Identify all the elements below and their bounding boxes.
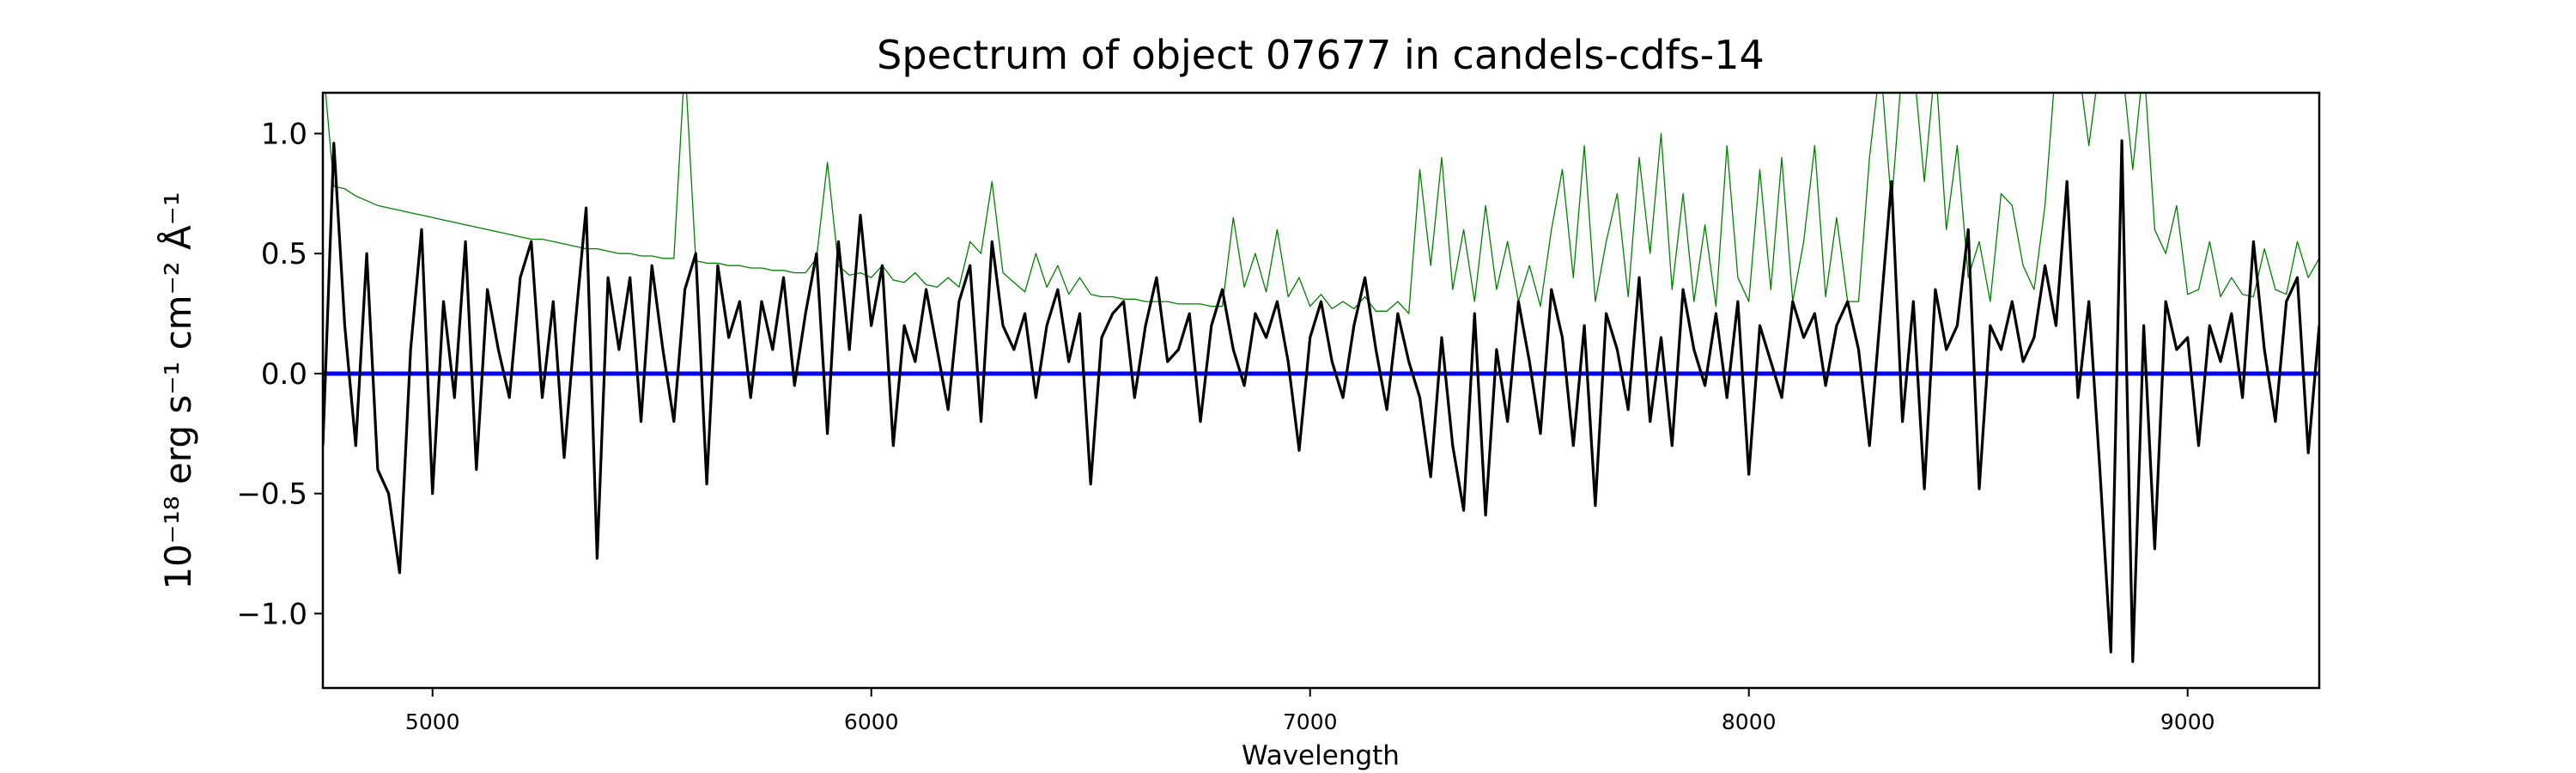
y-axis: −1.0 −0.5 0.0 0.5 1.0 [236,118,323,631]
x-axis: 5000 6000 7000 8000 9000 [405,688,2215,734]
y-tick-label: 0.0 [261,357,307,392]
y-tick-label: 0.5 [261,237,307,271]
y-tick-label: −0.5 [236,478,307,512]
y-axis-label: 10⁻¹⁸ erg s⁻¹ cm⁻² Å⁻¹ [156,192,199,589]
flux-series-line [323,139,2319,663]
error-series-line [325,93,2319,314]
chart-title: Spectrum of object 07677 in candels-cdfs… [877,32,1765,78]
x-tick-label: 7000 [1283,709,1338,734]
x-tick-label: 9000 [2160,709,2215,734]
plot-area [323,93,2319,663]
x-tick-label: 6000 [844,709,899,734]
axes-frame [321,91,2321,690]
y-tick-label: 1.0 [261,118,307,152]
y-tick-label: −1.0 [236,597,307,631]
x-axis-label: Wavelength [1242,740,1400,771]
x-tick-label: 8000 [1722,709,1777,734]
x-tick-label: 5000 [405,709,460,734]
